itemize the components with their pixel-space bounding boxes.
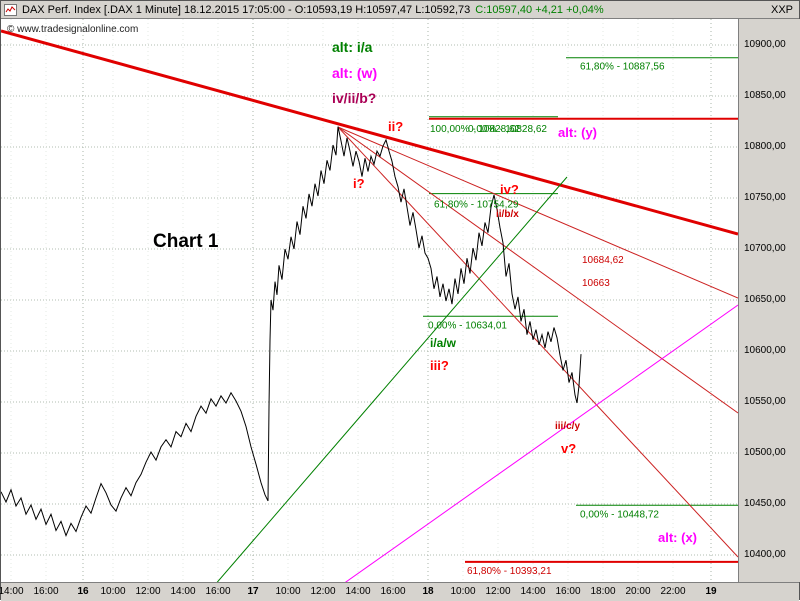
y-axis-label: 10900,00 <box>744 39 786 50</box>
annotation-alt-i-a: alt: i/a <box>332 39 373 55</box>
annotation-alt-x: alt: (x) <box>658 530 697 545</box>
plot-svg[interactable]: © www.tradesignalonline.com alt: i/a alt: … <box>1 19 738 582</box>
price-line <box>1 126 582 538</box>
x-axis-time-label: 16:00 <box>380 586 406 597</box>
x-axis-day-label: 16 <box>77 586 89 597</box>
annotation-fib-0-10828: 0,00% - 10828,62 <box>468 124 547 135</box>
x-axis-time-label: 12:00 <box>485 586 511 597</box>
x-axis-time-label: 18:00 <box>590 586 616 597</box>
annotation-fib-0-10448: 0,00% - 10448,72 <box>580 509 659 520</box>
x-axis-time-label: 16:00 <box>33 586 59 597</box>
annotation-watermark-top: © www.tradesignalonline.com <box>7 24 138 35</box>
annotation-wave-i: i? <box>353 176 365 191</box>
x-axis-time-label: 10:00 <box>450 586 476 597</box>
annotation-iv-ii-b: iv/ii/b? <box>332 90 376 106</box>
x-axis-day-label: 19 <box>705 586 717 597</box>
fan-line-2 <box>337 126 738 414</box>
y-axis-label: 10600,00 <box>744 345 786 356</box>
y-axis-label: 10800,00 <box>744 141 786 152</box>
annotation-fib-618-10754: 61,80% - 10754,29 <box>434 200 519 211</box>
x-axis-day-label: 17 <box>247 586 259 597</box>
plot-area[interactable]: © www.tradesignalonline.com alt: i/a alt: … <box>1 19 738 582</box>
x-axis-day-label: 18 <box>422 586 434 597</box>
x-axis-time-label: 22:00 <box>660 586 686 597</box>
annotation-wave-iv: iv? <box>500 182 519 197</box>
x-axis-time-label: 14:00 <box>0 586 24 597</box>
title-instrument: DAX Perf. Index [.DAX 1 Minute] 18.12.20… <box>22 3 471 16</box>
y-axis-label: 10650,00 <box>744 294 786 305</box>
y-axis[interactable]: 10900,00 10850,00 10800,00 10750,00 10700,00… <box>738 19 800 582</box>
annotation-wave-ii: ii? <box>388 119 403 134</box>
y-axis-label: 10700,00 <box>744 243 786 254</box>
x-axis-time-label: 14:00 <box>520 586 546 597</box>
annotation-fib-0-10634: 0,00% - 10634,01 <box>428 320 507 331</box>
y-axis-label: 10750,00 <box>744 192 786 203</box>
annotation-fib-618-10393: 61,80% - 10393,21 <box>467 566 552 577</box>
annotation-ii-b-x: ii/b/x <box>496 209 519 220</box>
x-axis-time-label: 14:00 <box>345 586 371 597</box>
workspace-label: XXP <box>770 3 793 16</box>
x-axis-time-label: 16:00 <box>555 586 581 597</box>
annotation-wave-v: v? <box>561 441 576 456</box>
x-axis[interactable]: 14:00 16:00 16 10:00 12:00 14:00 16:00 17 10:00 1… <box>0 582 799 601</box>
annotation-fib-618-10887: 61,80% - 10887,56 <box>580 62 665 73</box>
x-axis-time-label: 16:00 <box>205 586 231 597</box>
annotation-level-10684: 10684,62 <box>582 255 624 266</box>
x-axis-time-label: 10:00 <box>100 586 126 597</box>
annotation-fib-100-10828: 100,00% - 10828,62 <box>430 124 521 135</box>
x-axis-time-label: 12:00 <box>310 586 336 597</box>
annotation-alt-w: alt: (w) <box>332 65 377 81</box>
y-axis-label: 10450,00 <box>744 498 786 509</box>
fan-line-1 <box>337 126 738 299</box>
x-axis-time-label: 10:00 <box>275 586 301 597</box>
annotation-chart-title: Chart 1 <box>153 231 219 252</box>
title-bar[interactable]: DAX Perf. Index [.DAX 1 Minute] 18.12.20… <box>1 1 799 19</box>
y-axis-label: 10400,00 <box>744 549 786 560</box>
annotation-i-a-w: i/a/w <box>430 336 457 350</box>
y-axis-label: 10550,00 <box>744 396 786 407</box>
annotation-iii-c-y: iii/c/y <box>555 421 580 432</box>
magenta-uptrend-line <box>345 304 738 582</box>
x-axis-time-label: 12:00 <box>135 586 161 597</box>
annotation-alt-y: alt: (y) <box>558 125 597 140</box>
green-uptrend-line <box>216 176 568 582</box>
title-close-value: C:10597,40 +4,21 +0,04% <box>475 3 604 16</box>
annotation-level-10663: 10663 <box>582 278 610 289</box>
x-axis-time-label: 14:00 <box>170 586 196 597</box>
annotation-wave-iii: iii? <box>430 358 449 373</box>
y-axis-label: 10850,00 <box>744 90 786 101</box>
x-axis-time-label: 20:00 <box>625 586 651 597</box>
main-downtrend-line <box>1 29 738 236</box>
chart-icon <box>4 3 17 16</box>
y-axis-label: 10500,00 <box>744 447 786 458</box>
